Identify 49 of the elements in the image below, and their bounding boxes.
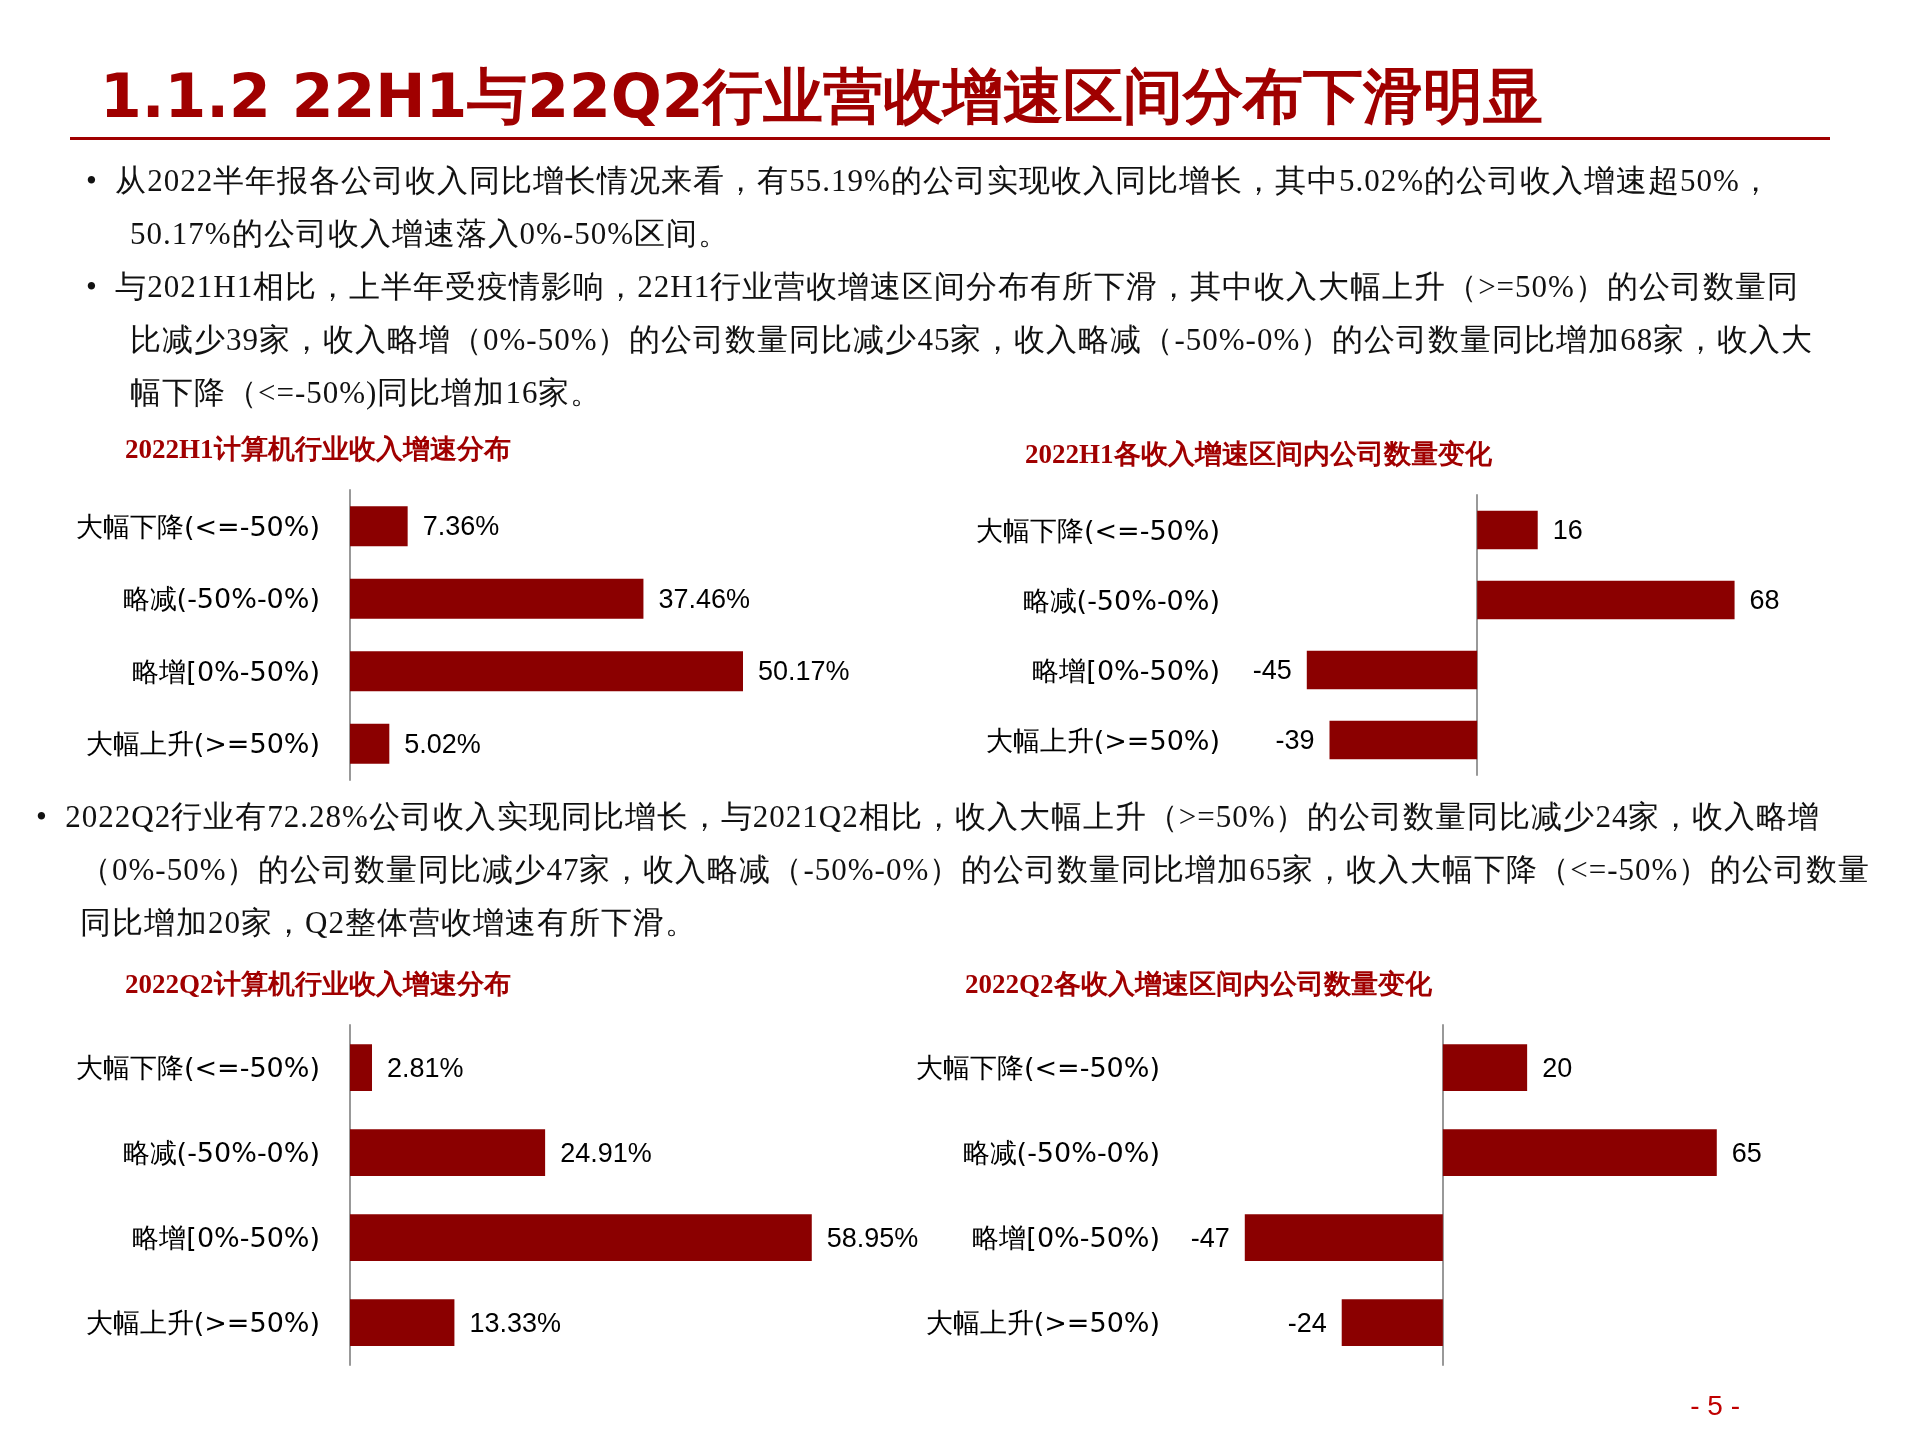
text: • 与2021H1相比，上半年受疫情影响，22H1行业营收增速区间分布有所下滑，其中收入大幅上升（>=50%）的公司数量同比减少39家，收入略增（0%-50%）的公司数量同比减少45家，收入略减（-50%-0%）的公司数量同比增加68家，收入大幅下降（<=-50%)同比增加16家。 bbox=[86, 268, 1815, 412]
data-label: 7.36% bbox=[422, 511, 500, 542]
bar bbox=[350, 1044, 373, 1091]
text: 1.1.2 22H1与22Q2行业营收增速区间分布下滑明显 bbox=[70, 55, 1830, 140]
y-tick-label: 大幅下降(<=-50%) bbox=[75, 510, 320, 542]
bar bbox=[350, 1214, 812, 1261]
y-tick-label: 大幅下降(<=-50%) bbox=[75, 1052, 320, 1083]
y-tick-label: 略减(-50%-0%) bbox=[122, 1137, 320, 1168]
y-tick-label: 大幅上升(>=50%) bbox=[985, 724, 1220, 756]
data-label: -39 bbox=[1275, 725, 1315, 755]
data-label: 2.81% bbox=[387, 1052, 464, 1083]
data-label: 16 bbox=[1552, 515, 1583, 545]
bar bbox=[350, 723, 390, 764]
bar bbox=[350, 578, 644, 619]
y-tick-label: 略增[0%-50%) bbox=[132, 1222, 320, 1253]
chart-title: 2022H1各收入增速区间内公司数量变化 bbox=[1025, 438, 1493, 469]
y-tick-label: 大幅下降(<=-50%) bbox=[915, 1052, 1160, 1083]
text: • 从2022半年报各公司收入同比增长情况来看，有55.19%的公司实现收入同比增长，其中5.02%的公司收入增速超50%，50.17%的公司收入增速落入0%-50%区间。 bbox=[86, 162, 1773, 253]
text: • 2022Q2行业有72.28%公司收入实现同比增长，与2021Q2相比，收入大幅上升（>=50%）的公司数量同比减少24家，收入略增（0%-50%）的公司数量同比减少47家，收入略减（-50%-0%）的公司数量同比增加65家，收入大幅下降（<=-50%）的公司数量同比增加20家，Q2整体营收增速有所下滑。 bbox=[36, 798, 1872, 942]
data-label: 68 bbox=[1749, 585, 1780, 615]
data-label: 20 bbox=[1542, 1052, 1573, 1083]
data-label: 58.95% bbox=[826, 1222, 919, 1253]
y-tick-label: 大幅上升(>=50%) bbox=[85, 1307, 320, 1338]
text: - 5 - bbox=[1689, 1390, 1740, 1422]
data-label: -45 bbox=[1252, 655, 1292, 685]
bar bbox=[350, 651, 743, 692]
data-label: 37.46% bbox=[658, 583, 751, 614]
y-tick-label: 略增[0%-50%) bbox=[132, 655, 320, 687]
data-label: 13.33% bbox=[469, 1307, 561, 1338]
data-label: 5.02% bbox=[404, 728, 481, 759]
data-label: -47 bbox=[1190, 1222, 1230, 1253]
chart-title: 2022Q2计算机行业收入增速分布 bbox=[125, 968, 511, 999]
data-label: -24 bbox=[1287, 1307, 1327, 1338]
data-label: 24.91% bbox=[560, 1137, 652, 1168]
y-tick-label: 略增[0%-50%) bbox=[972, 1222, 1160, 1253]
y-tick-label: 略减(-50%-0%) bbox=[122, 583, 320, 615]
data-label: 65 bbox=[1731, 1137, 1762, 1168]
y-tick-label: 大幅下降(<=-50%) bbox=[975, 514, 1220, 546]
data-label: 50.17% bbox=[758, 656, 850, 687]
y-tick-label: 大幅上升(>=50%) bbox=[925, 1307, 1160, 1338]
chart-title: 2022H1计算机行业收入增速分布 bbox=[125, 433, 511, 464]
y-tick-label: 略减(-50%-0%) bbox=[1022, 584, 1220, 616]
y-tick-label: 略增[0%-50%) bbox=[1032, 654, 1220, 686]
y-tick-label: 大幅上升(>=50%) bbox=[85, 728, 320, 760]
chart-title: 2022Q2各收入增速区间内公司数量变化 bbox=[965, 968, 1433, 999]
bar bbox=[350, 506, 408, 547]
bar bbox=[350, 1299, 455, 1346]
bar bbox=[350, 1129, 546, 1176]
y-tick-label: 略减(-50%-0%) bbox=[962, 1137, 1160, 1168]
